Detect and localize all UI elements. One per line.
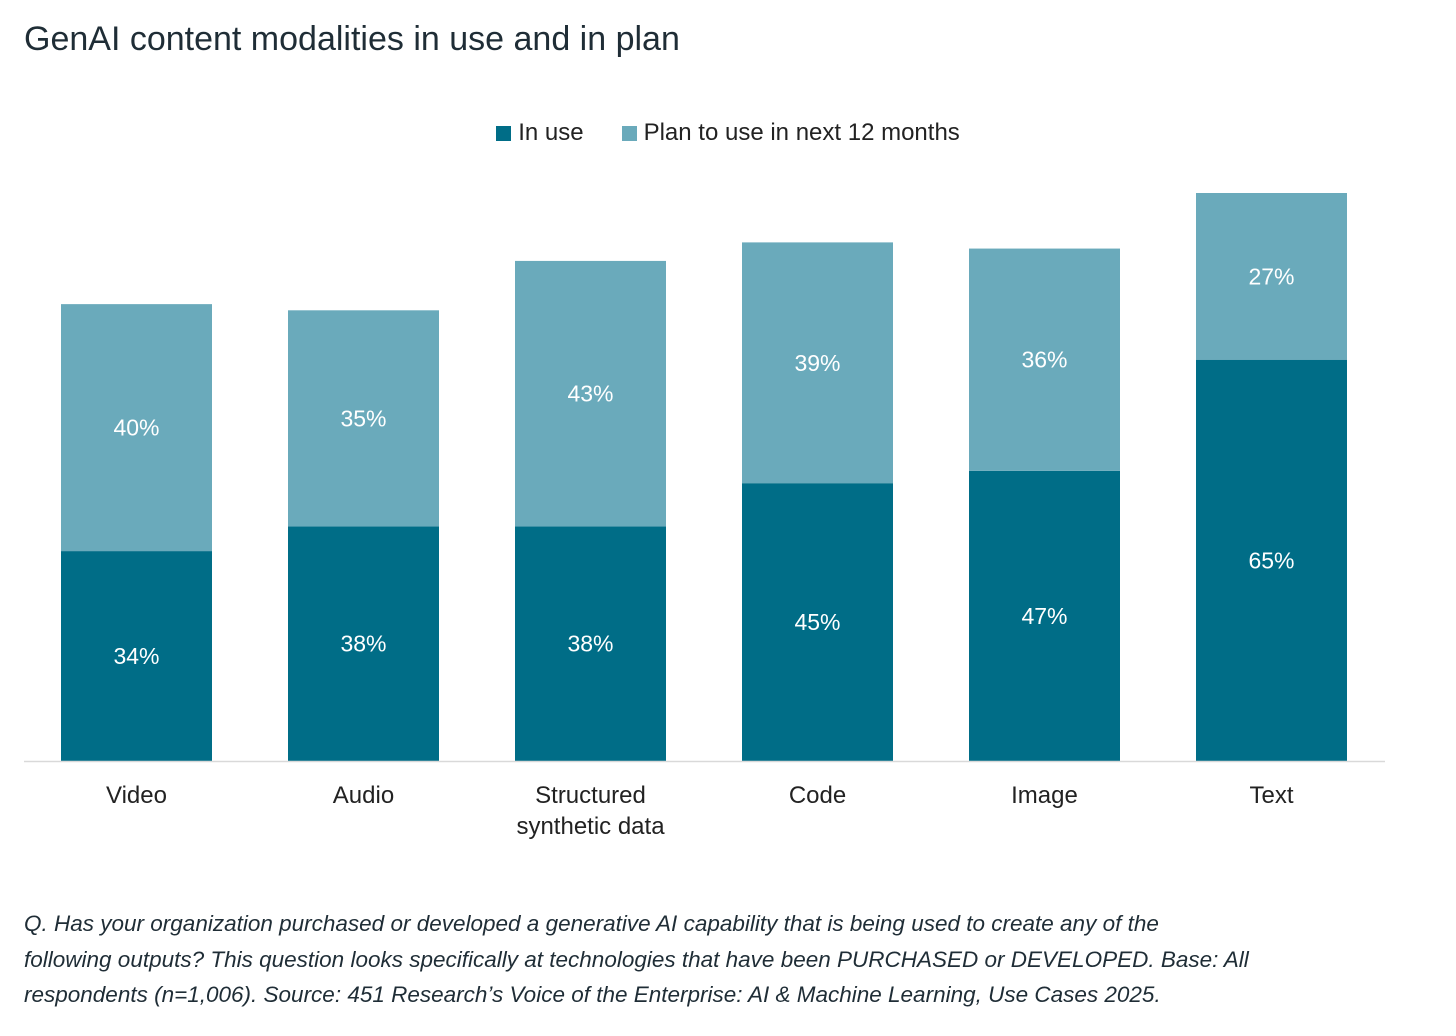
bar-in-use [1196, 359, 1347, 761]
legend-swatch-in-use [496, 125, 512, 141]
bar-in-use [969, 470, 1120, 761]
chart-title: GenAI content modalities in use and in p… [24, 20, 680, 58]
data-label: 36% [1021, 347, 1067, 373]
bar-in-use [61, 551, 212, 761]
bar-plan [1196, 193, 1347, 360]
category-label: Audio [333, 782, 394, 809]
category-label: Video [106, 782, 167, 809]
data-label: 39% [794, 350, 840, 376]
legend-item-plan: Plan to use in next 12 months [621, 119, 960, 147]
data-label: 34% [113, 643, 159, 669]
bar-in-use [515, 526, 666, 761]
category-label: synthetic data [516, 813, 665, 840]
legend-label-plan: Plan to use in next 12 months [643, 119, 960, 146]
category-label: Text [1249, 782, 1293, 809]
data-label: 35% [340, 405, 386, 431]
data-label: 65% [1248, 547, 1294, 573]
legend-swatch-plan [621, 125, 637, 141]
data-label: 40% [113, 415, 159, 441]
data-label: 27% [1248, 263, 1294, 289]
legend-label-in-use: In use [518, 119, 584, 146]
bar-in-use [742, 483, 893, 761]
bar-in-use [288, 526, 439, 761]
footnote-line: Q. Has your organization purchased or de… [24, 911, 1159, 936]
footnote-line: following outputs? This question looks s… [24, 946, 1249, 972]
bar-plan [515, 260, 666, 527]
category-label: Code [789, 782, 846, 809]
footnote: Q. Has your organization purchased or de… [24, 906, 1249, 1013]
bar-plan [61, 304, 212, 552]
data-label: 47% [1021, 603, 1067, 629]
bar-plan [969, 248, 1120, 471]
bar-chart: 34% 40% Video 38% 35% Audio 38% 43% Structured sy… [24, 193, 1385, 840]
legend-item-in-use: In use [496, 119, 584, 147]
data-label: 38% [340, 631, 386, 657]
bar-plan [742, 242, 893, 484]
data-label: 43% [567, 381, 613, 407]
category-label: Image [1011, 782, 1078, 809]
legend: In use Plan to use in next 12 months [0, 119, 1456, 147]
bar-plan [288, 310, 439, 527]
data-label: 45% [794, 609, 840, 635]
footnote-line: respondents (n=1,006). Source: 451 Resea… [24, 982, 1161, 1007]
category-label: Structured [535, 782, 646, 809]
data-label: 38% [567, 631, 613, 657]
